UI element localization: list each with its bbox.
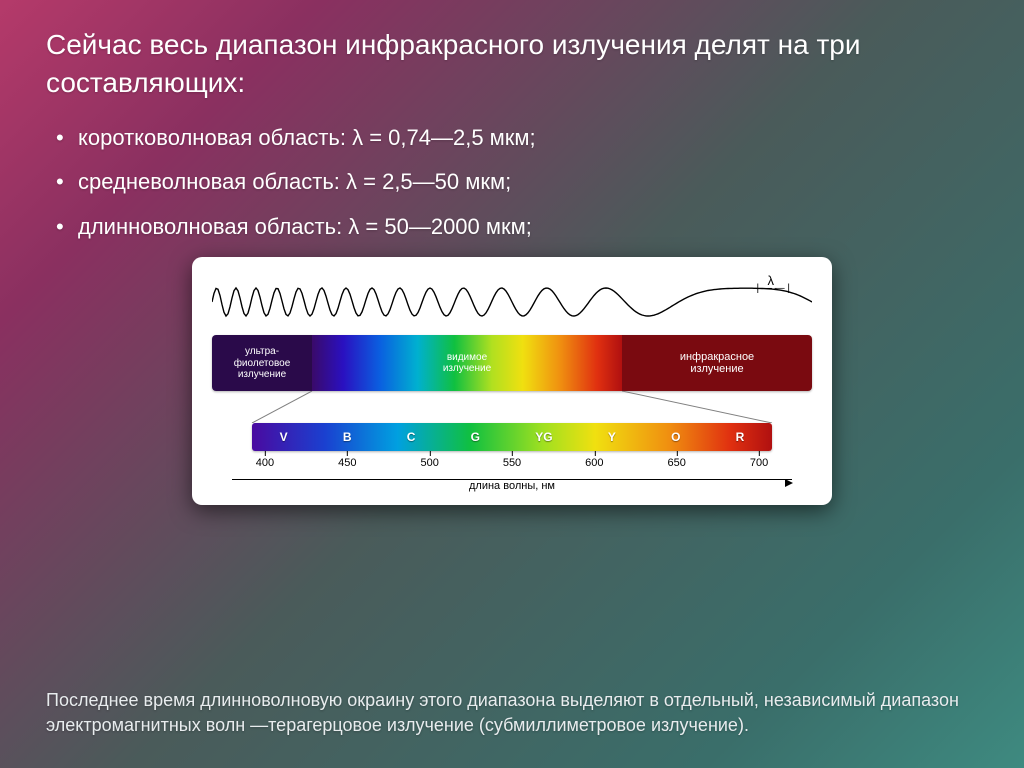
color-letters-row: V B C G YG Y O R xyxy=(252,423,772,451)
slide: Сейчас весь диапазон инфракрасного излуч… xyxy=(0,0,1024,768)
letter: C xyxy=(407,430,416,444)
x-axis: длина волны, нм xyxy=(232,475,792,493)
band-uv-label: ультра- фиолетовое излучение xyxy=(234,346,291,381)
wave-svg xyxy=(212,275,812,329)
bullet-item: коротковолновая область: λ = 0,74—2,5 мк… xyxy=(56,124,978,153)
projection-lines xyxy=(212,391,812,423)
slide-title: Сейчас весь диапазон инфракрасного излуч… xyxy=(46,26,978,102)
wave-graphic: λ | — — | xyxy=(212,275,812,329)
band-uv: ультра- фиолетовое излучение xyxy=(212,335,312,391)
x-tick: 700 xyxy=(750,457,768,469)
x-axis-label: длина волны, нм xyxy=(463,480,561,492)
letter: Y xyxy=(608,430,616,444)
x-tick: 500 xyxy=(420,457,438,469)
bullet-item: длинноволновая область: λ = 50—2000 мкм; xyxy=(56,213,978,242)
band-ir-label: инфракрасное излучение xyxy=(680,351,754,376)
letter: O xyxy=(671,430,680,444)
x-tick: 650 xyxy=(668,457,686,469)
bullet-item: средневолновая область: λ = 2,5—50 мкм; xyxy=(56,168,978,197)
x-tick: 550 xyxy=(503,457,521,469)
letter: V xyxy=(280,430,288,444)
footnote-text: Последнее время длинноволновую окраину э… xyxy=(46,688,978,738)
x-axis-ticks: 400 450 500 550 600 650 700 xyxy=(232,457,792,473)
band-visible: видимое излучение xyxy=(312,335,622,391)
x-tick: 600 xyxy=(585,457,603,469)
letter: G xyxy=(471,430,480,444)
band-visible-label: видимое излучение xyxy=(443,352,491,375)
letter: YG xyxy=(535,430,552,444)
x-tick: 400 xyxy=(256,457,274,469)
bullet-list: коротковолновая область: λ = 0,74—2,5 мк… xyxy=(56,124,978,242)
spectrum-bands: ультра- фиолетовое излучение видимое изл… xyxy=(212,335,812,391)
lambda-bracket: | — — | xyxy=(756,283,790,294)
spectrum-chart: λ | — — | ультра- фиолетовое излучение в… xyxy=(192,257,832,505)
axis-arrowhead xyxy=(785,479,793,487)
x-tick: 450 xyxy=(338,457,356,469)
letter: B xyxy=(343,430,352,444)
band-ir: инфракрасное излучение xyxy=(622,335,812,391)
letter: R xyxy=(736,430,745,444)
